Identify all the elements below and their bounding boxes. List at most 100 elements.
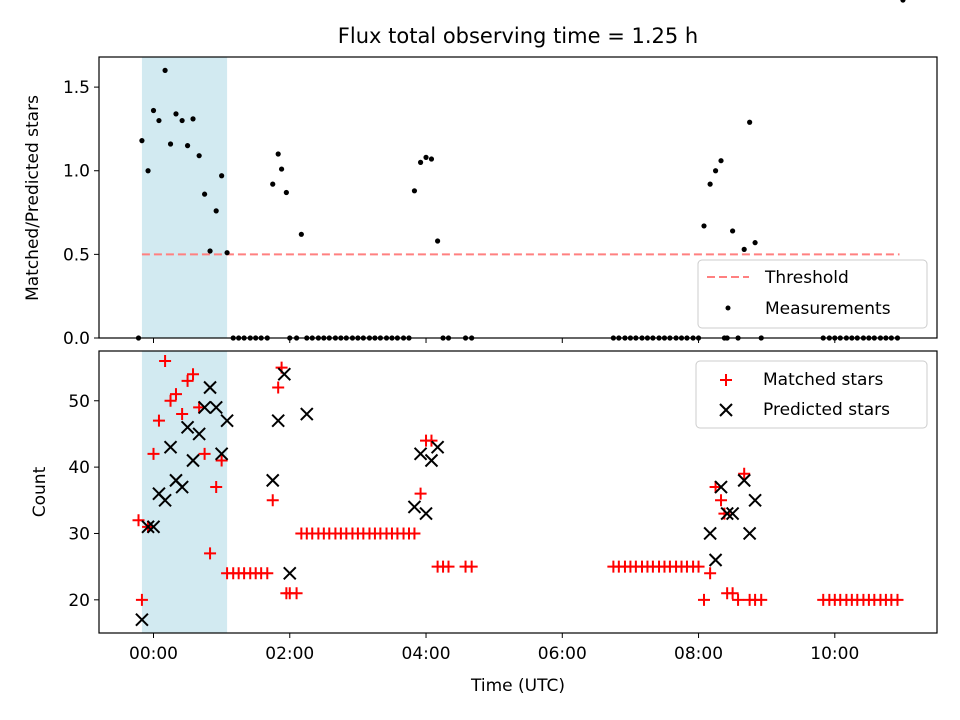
measurement-point <box>707 181 713 187</box>
measurement-point <box>167 141 174 147</box>
legend-matched-swatch <box>720 374 732 386</box>
bottom-y-axis-label: Count <box>30 466 50 517</box>
measurement-point <box>156 117 162 124</box>
measurement-point <box>712 168 719 174</box>
predicted-star-marker <box>135 613 149 627</box>
measurement-point <box>752 240 758 246</box>
matched-star-marker <box>147 447 160 460</box>
measurement-point <box>213 208 219 214</box>
measurement-point <box>275 151 281 157</box>
predicted-stars-points <box>135 367 762 627</box>
predicted-star-marker <box>413 447 428 461</box>
matched-star-marker <box>425 434 438 447</box>
measurement-point <box>173 111 179 117</box>
bottom-shaded-span <box>141 351 228 633</box>
matched-star-marker <box>704 567 717 580</box>
measurement-point <box>900 0 906 3</box>
top-x-axis-ticks <box>153 338 836 343</box>
top-shaded-span <box>141 57 228 338</box>
measurement-point <box>428 156 435 162</box>
matched-star-marker <box>709 481 722 494</box>
measurement-point <box>270 181 276 187</box>
predicted-star-marker <box>180 420 195 435</box>
measurement-point <box>139 138 145 144</box>
measurement-point <box>298 231 304 237</box>
predicted-star-marker <box>197 400 212 415</box>
measurement-point <box>162 67 168 73</box>
predicted-star-marker <box>737 473 751 488</box>
measurement-point <box>145 168 151 174</box>
predicted-star-marker <box>714 480 728 494</box>
matched-star-marker <box>176 408 189 421</box>
x-tick-label: 10:00 <box>810 644 859 664</box>
matched-stars-points <box>133 355 904 606</box>
predicted-star-marker <box>419 506 433 521</box>
matched-star-marker <box>169 388 182 401</box>
legend-predicted-swatch <box>719 403 733 417</box>
predicted-star-marker <box>271 413 285 428</box>
matched-star-marker <box>215 454 228 467</box>
matched-star-marker <box>187 368 200 381</box>
predicted-star-marker <box>163 440 178 454</box>
bottom-y-tick-label: 30 <box>68 524 90 544</box>
measurement-point <box>435 238 441 244</box>
predicted-star-marker <box>214 447 229 461</box>
matched-star-marker <box>715 494 728 507</box>
matched-star-marker <box>726 587 739 600</box>
matched-star-marker <box>266 494 279 507</box>
measurement-point <box>747 119 753 125</box>
measurement-point <box>219 173 225 179</box>
top-y-axis-label: Matched/Predicted stars <box>23 95 43 301</box>
measurement-point <box>423 154 429 160</box>
predicted-star-marker <box>742 526 757 541</box>
legend-predicted-label: Predicted stars <box>763 400 890 420</box>
predicted-star-marker <box>725 506 740 521</box>
predicted-star-marker <box>209 400 223 415</box>
legend-measurements-swatch <box>725 305 731 311</box>
top-legend-box <box>697 259 928 329</box>
predicted-star-marker <box>266 473 280 488</box>
matched-star-marker <box>198 447 211 460</box>
matched-star-marker <box>181 374 194 387</box>
top-legend: Threshold Measurements <box>697 259 928 329</box>
top-y-tick-label: 0.0 <box>63 329 90 349</box>
bottom-y-tick-label: 40 <box>68 458 90 478</box>
measurement-point <box>718 158 724 164</box>
measurement-point <box>202 191 208 197</box>
bottom-plot-frame <box>98 350 938 634</box>
predicted-star-marker <box>407 500 422 514</box>
x-tick-label: 00:00 <box>129 644 178 664</box>
x-tick-label: 02:00 <box>265 644 314 664</box>
measurement-point <box>184 143 191 149</box>
predicted-star-marker <box>430 440 445 454</box>
bottom-y-tick-label: 50 <box>68 392 90 412</box>
measurement-point <box>150 107 157 114</box>
matched-star-marker <box>159 354 172 367</box>
measurement-point <box>224 250 230 256</box>
measurement-point <box>411 188 418 194</box>
measurement-point <box>179 117 185 124</box>
measurement-point <box>417 159 424 165</box>
top-y-axis-ticks: 0.0 0.5 1.0 1.5 <box>63 78 99 349</box>
predicted-star-marker <box>708 553 723 567</box>
measurement-point <box>207 248 213 254</box>
legend-threshold-label: Threshold <box>764 268 849 288</box>
bottom-y-tick-label: 20 <box>68 591 90 611</box>
matched-star-marker <box>164 394 177 407</box>
measurement-points <box>135 0 906 341</box>
matched-star-marker <box>272 381 285 394</box>
matched-star-marker <box>132 514 145 527</box>
top-y-tick-label: 1.0 <box>63 162 90 182</box>
predicted-star-marker <box>158 493 172 508</box>
matched-star-marker <box>408 527 421 540</box>
bottom-legend-box <box>695 360 928 429</box>
legend-matched-label: Matched stars <box>763 370 883 390</box>
x-tick-label: 04:00 <box>402 644 451 664</box>
matched-star-marker <box>732 593 745 606</box>
measurement-point <box>701 223 707 229</box>
predicted-star-marker <box>175 480 189 494</box>
predicted-star-marker <box>424 453 439 468</box>
matched-star-marker <box>135 593 148 606</box>
x-tick-label: 06:00 <box>538 644 587 664</box>
